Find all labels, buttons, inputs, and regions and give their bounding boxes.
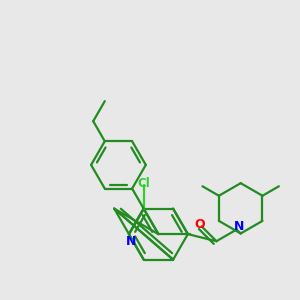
Text: Cl: Cl xyxy=(137,177,150,190)
Text: N: N xyxy=(234,220,244,233)
Text: N: N xyxy=(126,235,136,248)
Text: O: O xyxy=(194,218,205,231)
